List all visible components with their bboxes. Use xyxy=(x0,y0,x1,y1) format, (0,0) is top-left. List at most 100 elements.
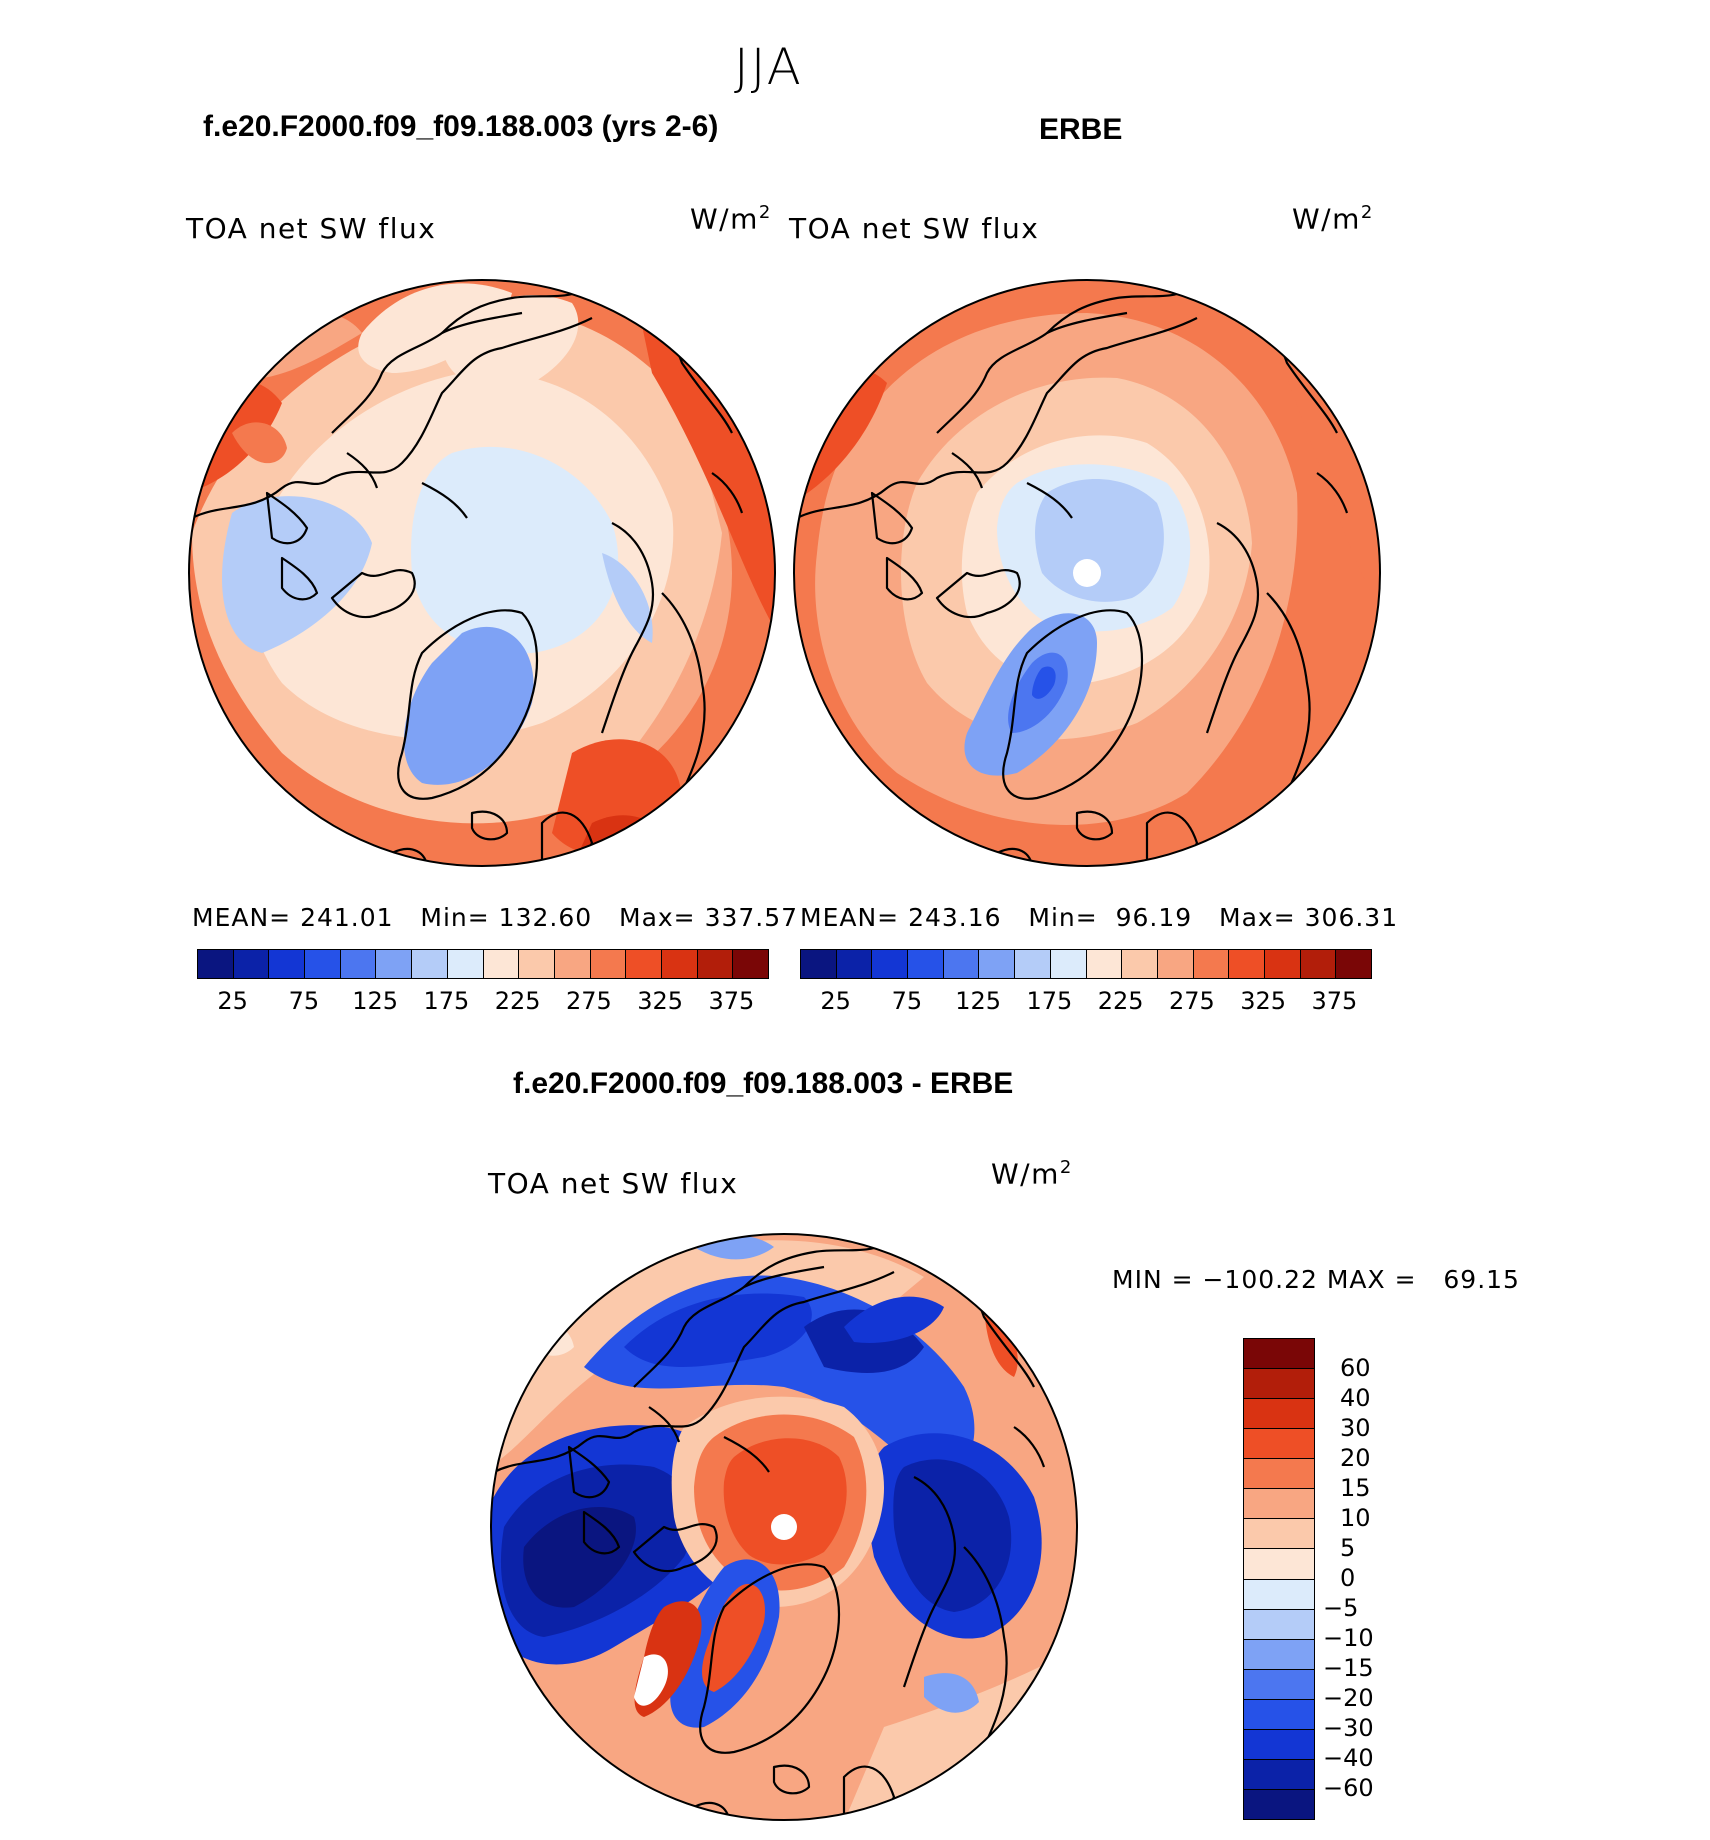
left-panel-title: f.e20.F2000.f09_f09.188.003 (yrs 2-6) xyxy=(203,110,719,143)
colorbar-tick-label: 175 xyxy=(423,987,470,1015)
diff-colorbar-ticks: 60 40 30 20 15 10 5 0 −5 −10 −15 −20 −30 −40 −60 xyxy=(1323,1338,1403,1818)
colorbar-tick-label: 30 xyxy=(1340,1414,1371,1442)
colorbar-tick-label: 375 xyxy=(1311,987,1358,1015)
colorbar-bin xyxy=(1244,1729,1314,1760)
colorbar-bin xyxy=(1244,1639,1314,1670)
colorbar-tick-label: 225 xyxy=(1097,987,1144,1015)
left-stats: MEAN= 241.01 Min= 132.60 Max= 337.57 xyxy=(192,903,799,932)
colorbar-bin xyxy=(198,950,234,978)
left-colorbar xyxy=(197,949,769,979)
colorbar-tick-label: 225 xyxy=(494,987,541,1015)
colorbar-bin xyxy=(1244,1399,1314,1430)
left-units-label: W/m2 xyxy=(690,202,772,236)
colorbar-bin xyxy=(1244,1699,1314,1730)
colorbar-bin xyxy=(943,950,980,978)
colorbar-bin xyxy=(412,950,448,978)
colorbar-bin xyxy=(1244,1579,1314,1610)
colorbar-bin xyxy=(626,950,662,978)
colorbar-bin xyxy=(1244,1489,1314,1520)
colorbar-tick-label: 25 xyxy=(217,987,248,1015)
colorbar-bin xyxy=(376,950,413,978)
colorbar-tick-label: −15 xyxy=(1323,1654,1374,1682)
colorbar-bin xyxy=(872,950,909,978)
colorbar-bin xyxy=(908,950,944,978)
left-variable-label: TOA net SW flux xyxy=(186,212,437,245)
colorbar-tick-label: −20 xyxy=(1323,1684,1374,1712)
colorbar-tick-label: 5 xyxy=(1340,1534,1356,1562)
colorbar-bin xyxy=(1086,950,1123,978)
diff-colorbar xyxy=(1243,1338,1315,1820)
right-panel-title: ERBE xyxy=(1039,113,1123,146)
colorbar-tick-label: 275 xyxy=(1168,987,1215,1015)
colorbar-bin xyxy=(590,950,627,978)
left-colorbar-ticks: 25 75 125 175 225 275 325 375 xyxy=(197,987,767,1017)
colorbar-tick-label: 325 xyxy=(1240,987,1287,1015)
colorbar-bin xyxy=(554,950,591,978)
colorbar-tick-label: 125 xyxy=(352,987,399,1015)
colorbar-bin xyxy=(1157,950,1194,978)
colorbar-bin xyxy=(1015,950,1051,978)
colorbar-tick-label: 75 xyxy=(288,987,320,1015)
colorbar-bin xyxy=(979,950,1016,978)
colorbar-bin xyxy=(233,950,270,978)
right-units-label: W/m2 xyxy=(1292,202,1374,236)
colorbar-bin xyxy=(1264,950,1301,978)
colorbar-tick-label: 125 xyxy=(955,987,1002,1015)
colorbar-bin xyxy=(483,950,520,978)
colorbar-bin xyxy=(1193,950,1230,978)
colorbar-bin xyxy=(1244,1789,1314,1819)
colorbar-tick-label: 0 xyxy=(1340,1564,1356,1592)
colorbar-tick-label: 175 xyxy=(1026,987,1073,1015)
colorbar-bin xyxy=(1244,1609,1314,1640)
colorbar-bin xyxy=(1244,1369,1314,1400)
colorbar-bin xyxy=(1244,1519,1314,1550)
colorbar-tick-label: 275 xyxy=(565,987,612,1015)
colorbar-tick-label: −40 xyxy=(1323,1744,1374,1772)
colorbar-bin xyxy=(1244,1669,1314,1700)
colorbar-bin xyxy=(1336,950,1371,978)
colorbar-bin xyxy=(801,950,837,978)
colorbar-tick-label: −30 xyxy=(1323,1714,1374,1742)
right-colorbar xyxy=(800,949,1372,979)
colorbar-bin xyxy=(447,950,484,978)
colorbar-bin xyxy=(1244,1429,1314,1460)
colorbar-tick-label: −10 xyxy=(1323,1624,1374,1652)
colorbar-tick-label: 15 xyxy=(1340,1474,1371,1502)
colorbar-tick-label: 25 xyxy=(820,987,851,1015)
colorbar-bin xyxy=(697,950,734,978)
colorbar-bin xyxy=(836,950,873,978)
colorbar-tick-label: −60 xyxy=(1323,1774,1374,1802)
colorbar-bin xyxy=(269,950,306,978)
diff-polar-map xyxy=(490,1233,1078,1821)
colorbar-bin xyxy=(1244,1339,1314,1370)
right-stats: MEAN= 243.16 Min= 96.19 Max= 306.31 xyxy=(800,903,1399,932)
colorbar-tick-label: 325 xyxy=(637,987,684,1015)
colorbar-bin xyxy=(733,950,768,978)
figure-title: JJA xyxy=(734,38,803,96)
colorbar-bin xyxy=(1244,1459,1314,1490)
right-polar-map xyxy=(793,279,1381,867)
diff-min-max: MIN = −100.22 MAX = 69.15 xyxy=(1112,1265,1520,1294)
colorbar-tick-label: 40 xyxy=(1340,1384,1371,1412)
colorbar-tick-label: 10 xyxy=(1340,1504,1371,1532)
colorbar-tick-label: 75 xyxy=(891,987,923,1015)
colorbar-bin xyxy=(661,950,698,978)
diff-panel-title: f.e20.F2000.f09_f09.188.003 - ERBE xyxy=(513,1067,1014,1100)
colorbar-bin xyxy=(340,950,377,978)
colorbar-tick-label: 60 xyxy=(1340,1354,1371,1382)
colorbar-tick-label: 20 xyxy=(1340,1444,1371,1472)
colorbar-bin xyxy=(519,950,555,978)
colorbar-bin xyxy=(305,950,341,978)
colorbar-tick-label: −5 xyxy=(1323,1594,1359,1622)
colorbar-bin xyxy=(1244,1549,1314,1580)
colorbar-tick-label: 375 xyxy=(708,987,755,1015)
diff-variable-label: TOA net SW flux xyxy=(488,1167,739,1200)
right-variable-label: TOA net SW flux xyxy=(789,212,1040,245)
colorbar-bin xyxy=(1244,1759,1314,1790)
colorbar-bin xyxy=(1122,950,1158,978)
colorbar-bin xyxy=(1300,950,1337,978)
colorbar-bin xyxy=(1050,950,1087,978)
right-colorbar-ticks: 25 75 125 175 225 275 325 375 xyxy=(800,987,1370,1017)
left-polar-map xyxy=(188,279,776,867)
colorbar-bin xyxy=(1229,950,1265,978)
